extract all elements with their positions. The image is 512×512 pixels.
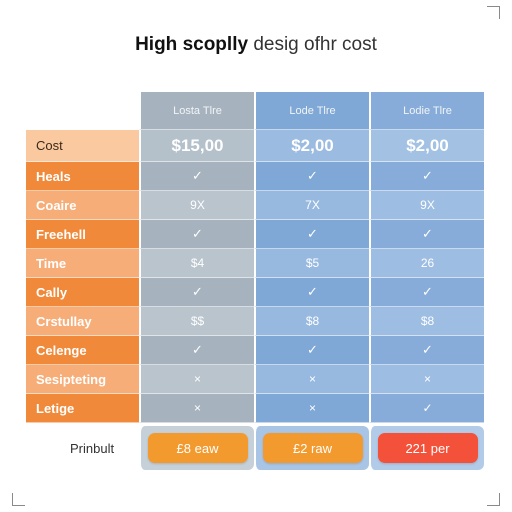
table-cell: $8 bbox=[369, 307, 484, 336]
check-icon: ✓ bbox=[254, 162, 369, 191]
page-title-bold: High scoplly bbox=[135, 34, 249, 55]
check-icon: ✓ bbox=[254, 220, 369, 249]
table-cell: $5 bbox=[254, 249, 369, 278]
table-cell: 7X bbox=[254, 191, 369, 220]
check-icon: ✓ bbox=[369, 394, 484, 423]
row-label: Heals bbox=[26, 162, 139, 191]
column-header-1[interactable]: Losta Tlre bbox=[139, 92, 254, 130]
plan-button-1[interactable]: £8 eaw bbox=[147, 433, 248, 463]
table-row: Letige × × ✓ bbox=[26, 394, 486, 423]
footer-row: Prinbult £8 eaw £2 raw 221 per bbox=[26, 424, 486, 472]
corner-mark-top-right bbox=[487, 6, 500, 19]
comparison-table: Losta Tlre Lode Tlre Lodie Tlre Cost $15… bbox=[26, 92, 486, 423]
row-label: Time bbox=[26, 249, 139, 278]
check-icon: ✓ bbox=[369, 336, 484, 365]
plan-button-2[interactable]: £2 raw bbox=[262, 433, 363, 463]
page-title: High scoplly desig ofhr cost bbox=[0, 34, 512, 56]
table-cell: 9X bbox=[369, 191, 484, 220]
header-empty-cell bbox=[26, 92, 139, 130]
plan-button-3[interactable]: 221 per bbox=[377, 433, 478, 463]
check-icon: ✓ bbox=[254, 278, 369, 307]
table-cell: $4 bbox=[139, 249, 254, 278]
table-row: Time $4 $5 26 bbox=[26, 249, 486, 278]
cross-icon: × bbox=[139, 394, 254, 423]
row-label: Cally bbox=[26, 278, 139, 307]
cross-icon: × bbox=[369, 365, 484, 394]
row-label: Letige bbox=[26, 394, 139, 423]
cross-icon: × bbox=[254, 394, 369, 423]
check-icon: ✓ bbox=[139, 220, 254, 249]
cost-label: Cost bbox=[26, 130, 139, 162]
table-row: Cally ✓ ✓ ✓ bbox=[26, 278, 486, 307]
corner-mark-bottom-right bbox=[487, 493, 500, 506]
cross-icon: × bbox=[139, 365, 254, 394]
column-header-2[interactable]: Lode Tlre bbox=[254, 92, 369, 130]
row-label: Crstullay bbox=[26, 307, 139, 336]
plan-button-container-1: £8 eaw bbox=[139, 426, 254, 470]
table-cell: $$ bbox=[139, 307, 254, 336]
table-row: Crstullay $$ $8 $8 bbox=[26, 307, 486, 336]
row-label: Freehell bbox=[26, 220, 139, 249]
price-cell-1: $15,00 bbox=[139, 130, 254, 162]
corner-mark-bottom-left bbox=[12, 493, 25, 506]
table-row: Celenge ✓ ✓ ✓ bbox=[26, 336, 486, 365]
table-row: Sesipteting × × × bbox=[26, 365, 486, 394]
column-header-3[interactable]: Lodie Tlre bbox=[369, 92, 484, 130]
check-icon: ✓ bbox=[139, 336, 254, 365]
table-row: Heals ✓ ✓ ✓ bbox=[26, 162, 486, 191]
page-title-light: desig ofhr cost bbox=[253, 34, 377, 55]
price-cell-2: $2,00 bbox=[254, 130, 369, 162]
table-cell: 26 bbox=[369, 249, 484, 278]
table-row: Coaire 9X 7X 9X bbox=[26, 191, 486, 220]
plan-button-container-2: £2 raw bbox=[254, 426, 369, 470]
row-label: Coaire bbox=[26, 191, 139, 220]
plan-button-container-3: 221 per bbox=[369, 426, 484, 470]
table-cell: 9X bbox=[139, 191, 254, 220]
check-icon: ✓ bbox=[139, 162, 254, 191]
price-row: Cost $15,00 $2,00 $2,00 bbox=[26, 130, 486, 162]
table-cell: $8 bbox=[254, 307, 369, 336]
price-cell-3: $2,00 bbox=[369, 130, 484, 162]
table-row: Freehell ✓ ✓ ✓ bbox=[26, 220, 486, 249]
row-label: Sesipteting bbox=[26, 365, 139, 394]
table-header-row: Losta Tlre Lode Tlre Lodie Tlre bbox=[26, 92, 486, 130]
check-icon: ✓ bbox=[369, 162, 484, 191]
footer-label: Prinbult bbox=[70, 440, 115, 456]
check-icon: ✓ bbox=[369, 220, 484, 249]
cross-icon: × bbox=[254, 365, 369, 394]
check-icon: ✓ bbox=[139, 278, 254, 307]
row-label: Celenge bbox=[26, 336, 139, 365]
check-icon: ✓ bbox=[254, 336, 369, 365]
check-icon: ✓ bbox=[369, 278, 484, 307]
